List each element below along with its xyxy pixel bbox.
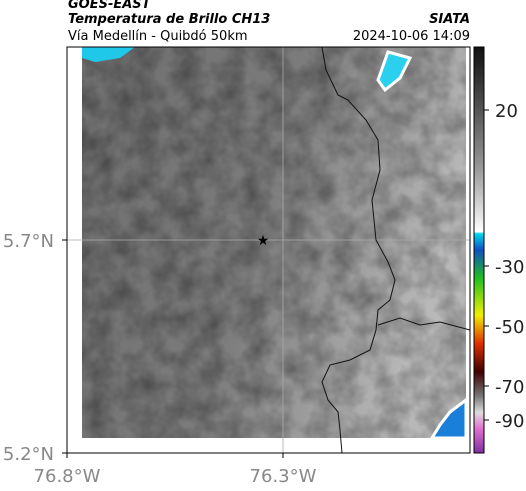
colorbar-tick-label: 20 [495, 101, 518, 122]
cold-cloud [82, 47, 135, 62]
brightness-texture [82, 47, 466, 438]
border-line [321, 46, 396, 454]
colorbar-tick-label: -50 [495, 317, 524, 338]
region-label: Vía Medellín - Quibdó 50km [68, 29, 248, 44]
colorbar-tick-label: -90 [495, 411, 524, 432]
colorbar [473, 46, 485, 454]
map-frame [66, 46, 471, 454]
lat-label: 5.2°N [3, 444, 54, 465]
location-marker: ★ [257, 233, 270, 249]
cold-cloud [376, 50, 413, 93]
cold-cloud [429, 397, 468, 440]
timestamp: 2024-10-06 14:09 [352, 29, 470, 44]
lat-label: 5.7°N [3, 231, 54, 252]
lon-label: 76.3°W [250, 466, 317, 487]
product-label: GOES-EAST [68, 0, 151, 12]
source-label: SIATA [429, 12, 470, 27]
map-title: Temperatura de Brillo CH13 [68, 12, 271, 27]
colorbar-tick-label: -30 [495, 257, 524, 278]
lon-label: 76.8°W [34, 466, 101, 487]
border-line [377, 317, 471, 331]
colorbar-tick-label: -70 [495, 377, 524, 398]
